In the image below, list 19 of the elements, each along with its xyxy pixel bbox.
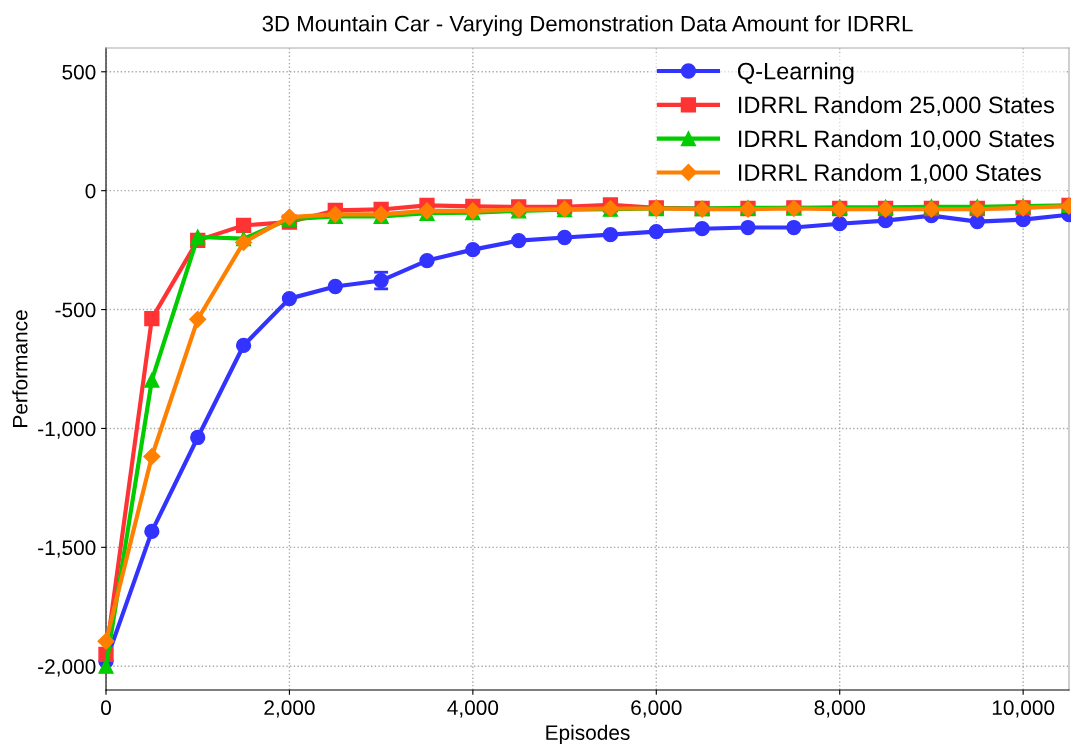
legend-label: IDRRL Random 10,000 States [738, 129, 1054, 150]
legend-label: Q-Learning [737, 62, 854, 85]
x-tick-label: 10,000 [992, 700, 1055, 718]
x-tick-label: 6,000 [631, 700, 682, 718]
y-tick-label: 500 [62, 64, 96, 80]
x-tick-label: 0 [101, 700, 111, 716]
legend-label: IDRRL Random 1,000 States [738, 163, 1041, 184]
x-tick-label: 8,000 [814, 700, 865, 718]
legend-label: IDRRL Random 25,000 States [738, 95, 1054, 117]
y-tick-label: -1,000 [38, 421, 96, 439]
x-axis-title: Episodes [546, 724, 630, 745]
y-tick-label: -2,000 [38, 659, 96, 677]
y-axis-title: Performance [12, 310, 28, 427]
y-tick-label: -500 [55, 302, 96, 318]
chart-title: 3D Mountain Car - Varying Demonstration Data Amount for IDRRL [262, 15, 913, 36]
y-tick-label: -1,500 [38, 540, 96, 558]
x-tick-label: 2,000 [264, 700, 315, 718]
x-tick-label: 4,000 [447, 700, 499, 718]
y-tick-label: 0 [85, 183, 96, 199]
